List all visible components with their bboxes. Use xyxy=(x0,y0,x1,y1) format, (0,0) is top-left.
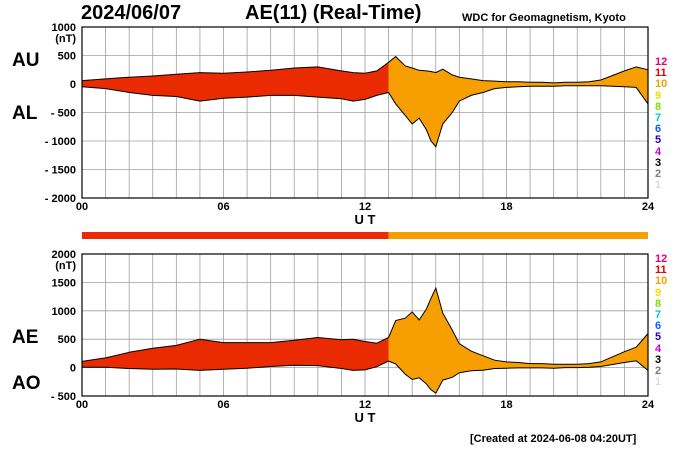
legend-station-count-3: 3 xyxy=(655,353,662,366)
bottom-series-ae-line xyxy=(81,286,649,365)
legend-station-count-5: 5 xyxy=(655,331,662,344)
top-series-au-line xyxy=(81,55,649,84)
legend-station-count-12: 12 xyxy=(655,253,668,265)
legend-station-count-2: 2 xyxy=(655,365,662,377)
legend-station-count-10: 10 xyxy=(655,78,668,91)
top-x-tick-label: 00 xyxy=(76,201,88,213)
chart-title: AE(11) (Real-Time) xyxy=(245,2,422,24)
data-source: WDC for Geomagnetism, Kyoto xyxy=(462,12,626,24)
chart-date: 2024/06/07 xyxy=(81,2,182,24)
legend-station-count-12: 12 xyxy=(655,56,668,68)
bottom-x-tick-label: 24 xyxy=(642,399,655,411)
legend-station-count-11: 11 xyxy=(655,67,667,80)
top-y-tick-label: - 2000 xyxy=(45,193,76,205)
bottom-plot-frame xyxy=(81,253,649,397)
bottom-y-tick-label: 2000 xyxy=(52,249,76,261)
legend-station-count-3: 3 xyxy=(655,156,662,169)
top-y-tick-label: 0 xyxy=(70,79,76,91)
bottom-x-tick-label: 06 xyxy=(217,399,229,411)
legend-station-count-1: 1 xyxy=(655,179,662,192)
top-y-tick-label: 500 xyxy=(58,51,76,63)
legend-station-count-9: 9 xyxy=(655,89,662,102)
legend-station-count-4: 4 xyxy=(655,342,662,355)
al-label: AL xyxy=(12,103,38,124)
legend-station-count-6: 6 xyxy=(655,320,662,333)
legend-station-count-8: 8 xyxy=(655,100,662,113)
top-plot-frame xyxy=(81,26,649,199)
station-bar-segment xyxy=(82,232,389,239)
bottom-area-fill xyxy=(388,288,648,394)
legend-station-count-7: 7 xyxy=(655,309,662,321)
bottom-x-tick-label: 12 xyxy=(359,399,371,411)
bottom-y-tick-label: 0 xyxy=(70,363,76,375)
top-x-tick-label: 06 xyxy=(217,201,229,213)
bottom-area-fill xyxy=(82,337,389,371)
bottom-x-tick-label: 18 xyxy=(500,399,512,411)
legend-station-count-1: 1 xyxy=(655,376,662,389)
legend-station-count-5: 5 xyxy=(655,134,662,147)
created-timestamp: [Created at 2024-06-08 04:20UT] xyxy=(470,433,637,445)
bottom-y-tick-label: 1000 xyxy=(52,306,76,318)
top-x-tick-label: 24 xyxy=(642,201,655,213)
bottom-y-tick-label: 1500 xyxy=(52,277,76,289)
top-x-axis-label: U T xyxy=(355,212,376,227)
legend-station-count-10: 10 xyxy=(655,275,668,288)
top-y-tick-label: - 1000 xyxy=(45,136,76,148)
bottom-y-tick-label: 500 xyxy=(58,334,76,346)
bottom-y-tick-label: - 500 xyxy=(51,391,76,403)
top-x-tick-label: 12 xyxy=(359,201,371,213)
top-x-tick-label: 18 xyxy=(500,201,512,213)
top-series-al-line xyxy=(81,85,649,148)
station-bar-segment xyxy=(388,232,648,239)
bottom-x-tick-label: 00 xyxy=(76,399,88,411)
legend-station-count-9: 9 xyxy=(655,286,662,299)
top-y-tick-label: 1000 xyxy=(52,22,76,34)
top-y-tick-label: - 500 xyxy=(51,108,76,120)
top-y-tick-label: - 1500 xyxy=(45,165,76,177)
legend-station-count-2: 2 xyxy=(655,168,662,180)
au-label: AU xyxy=(12,50,40,71)
legend-station-count-4: 4 xyxy=(655,145,662,158)
legend-station-count-11: 11 xyxy=(655,264,667,277)
bottom-series-ao-line xyxy=(82,360,649,394)
ae-label: AE xyxy=(12,327,39,348)
top-area-fill xyxy=(388,56,648,147)
legend-station-count-7: 7 xyxy=(655,112,662,124)
ao-label: AO xyxy=(12,373,41,394)
top-unit-label: (nT) xyxy=(55,33,76,45)
bottom-unit-label: (nT) xyxy=(55,260,76,272)
legend-station-count-8: 8 xyxy=(655,297,662,310)
bottom-x-axis-label: U T xyxy=(355,410,376,425)
legend-station-count-6: 6 xyxy=(655,123,662,136)
top-area-fill xyxy=(82,62,389,102)
